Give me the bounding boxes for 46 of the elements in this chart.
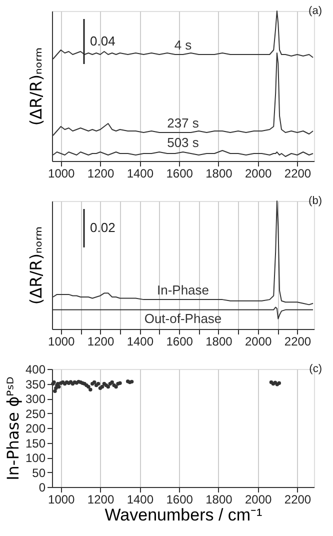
x-tick-label: 2200 xyxy=(284,492,312,506)
x-tick-label: 1600 xyxy=(166,492,194,506)
x-tick-label: 1200 xyxy=(87,334,114,348)
y-tick-label: 350 xyxy=(25,377,46,392)
series-label: In-Phase xyxy=(156,282,210,298)
x-tick-label: 1000 xyxy=(48,492,76,506)
y-tick-label: 300 xyxy=(25,392,46,406)
x-tick-label: 1400 xyxy=(126,492,154,506)
x-tick-label: 1000 xyxy=(48,166,76,180)
series-label: 503 s xyxy=(167,135,200,150)
x-tick-label: 2000 xyxy=(245,492,272,506)
annotation: (b) xyxy=(308,195,322,207)
y-tick-label: 50 xyxy=(32,466,46,480)
x-tick-label: 2200 xyxy=(284,334,312,348)
y-tick-label: 400 xyxy=(25,362,46,376)
x-axis-title: Wavenumbers / cm⁻¹ xyxy=(104,506,263,524)
y-tick-label: 0 xyxy=(38,480,46,494)
y-axis-title: (ΔR/R)ₙₒᵣₘ xyxy=(26,226,46,305)
annotation: (c) xyxy=(309,363,322,375)
x-tick-label: 2200 xyxy=(284,166,312,180)
annotation: 0.02 xyxy=(90,220,116,236)
series-label: Out-of-Phase xyxy=(144,310,222,326)
series-label: 4 s xyxy=(174,38,192,52)
x-tick-label: 1000 xyxy=(48,334,76,348)
x-tick-label: 1600 xyxy=(166,166,194,180)
point xyxy=(88,388,92,392)
y-tick-label: 150 xyxy=(25,436,46,450)
y-tick-label: 250 xyxy=(25,406,46,421)
x-tick-label: 1800 xyxy=(206,166,233,180)
x-tick-label: 1800 xyxy=(206,492,233,506)
y-tick-label: 200 xyxy=(25,422,46,436)
x-tick-label: 1400 xyxy=(126,334,154,348)
y-tick-label: 100 xyxy=(25,451,46,465)
x-tick-label: 2000 xyxy=(245,334,272,348)
point xyxy=(53,389,57,393)
annotation: (a) xyxy=(308,5,322,17)
x-tick-label: 1600 xyxy=(166,334,194,348)
x-tick-label: 2000 xyxy=(245,166,272,180)
y-axis-title: In-Phase ϕᴾˢᴰ xyxy=(3,376,22,480)
annotation: 0.04 xyxy=(90,34,116,48)
x-tick-label: 1400 xyxy=(126,166,154,180)
y-axis-title: (ΔR/R)ₙₒᵣₘ xyxy=(26,47,46,126)
series-label: 237 s xyxy=(167,116,200,130)
x-tick-label: 1200 xyxy=(87,492,114,506)
x-tick-label: 1800 xyxy=(206,334,233,348)
x-tick-label: 1200 xyxy=(87,166,114,180)
